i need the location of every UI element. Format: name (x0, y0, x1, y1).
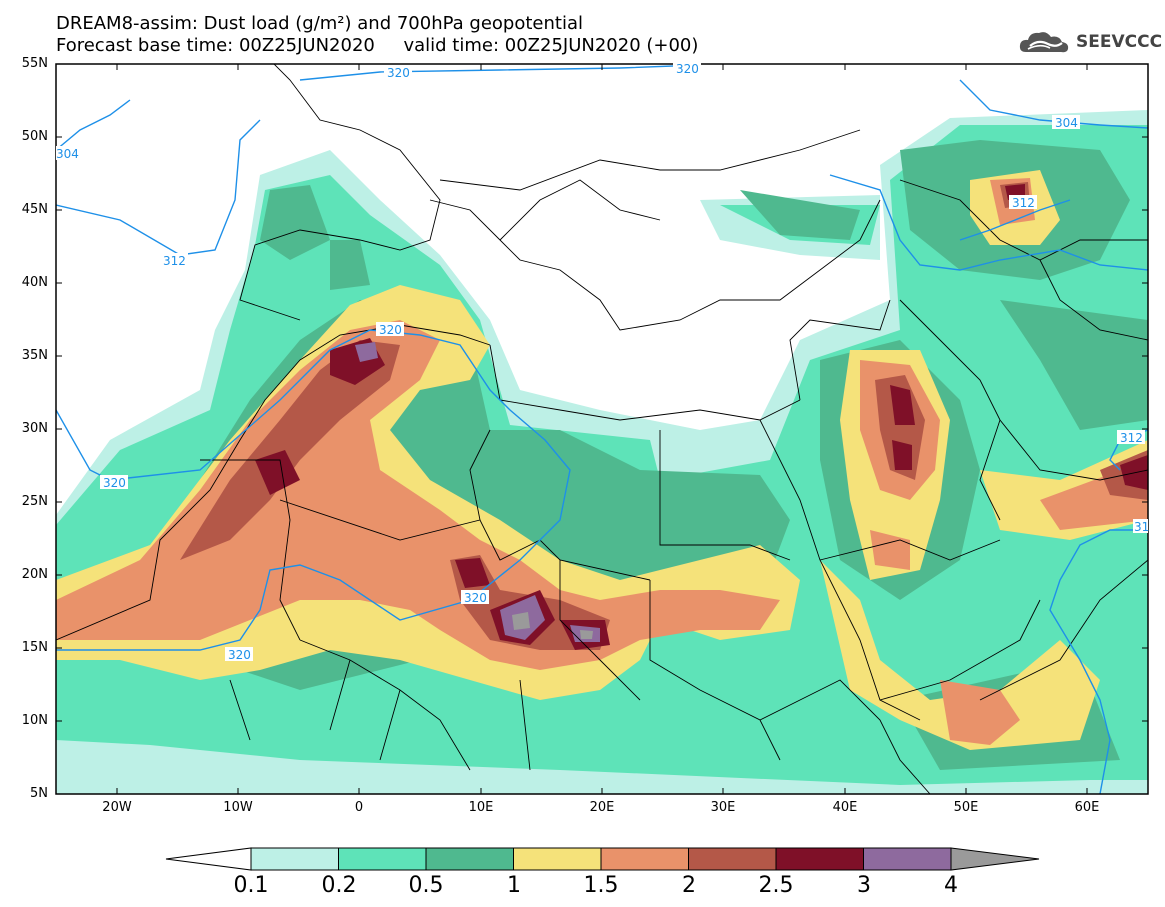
lon-label: 50E (953, 800, 979, 815)
logo-text: SEEVCCC (1076, 32, 1163, 52)
lat-label: 15N (21, 640, 48, 655)
colorbar-segment (688, 847, 777, 871)
dust-level-4 (512, 612, 593, 639)
lon-label: 40E (832, 800, 858, 815)
colorbar-over-arrow (950, 847, 1040, 871)
contour-labels: 320 320 304 312 320 320 320 312 320 312 … (56, 61, 1149, 662)
colorbar-segment (425, 847, 514, 871)
colorbar-segment (513, 847, 602, 871)
colorbar-segment (775, 847, 864, 871)
lon-label: 20W (102, 800, 132, 815)
contour-label: 320 (228, 648, 251, 662)
geopotential-contours (56, 64, 1148, 794)
axis-ticks (56, 63, 1148, 795)
lat-label: 55N (21, 56, 48, 71)
lat-label: 40N (21, 275, 48, 290)
lat-label: 45N (21, 202, 48, 217)
lon-label: 0 (354, 800, 364, 815)
colorbar-label: 4 (944, 873, 958, 898)
colorbar-under-arrow (165, 847, 252, 871)
map-title-line2: Forecast base time: 00Z25JUN2020 valid t… (56, 35, 699, 56)
colorbar-label: 1.5 (583, 873, 619, 898)
colorbar-label: 0.2 (321, 873, 357, 898)
contour-label: 312 (1120, 431, 1143, 445)
contour-label: 320 (103, 476, 126, 490)
lon-label: 30E (710, 800, 736, 815)
dust-shading (56, 110, 1148, 794)
cloud-icon (1019, 32, 1069, 53)
contour-label: 312 (1012, 196, 1035, 210)
map-title-line1: DREAM8-assim: Dust load (g/m²) and 700hP… (56, 13, 583, 34)
contour-label: 320 (379, 323, 402, 337)
colorbar-label: 2.5 (758, 873, 794, 898)
colorbar (165, 847, 1040, 871)
colorbar-label: 3 (857, 873, 871, 898)
lon-label: 20E (589, 800, 615, 815)
colorbar-label: 2 (682, 873, 696, 898)
lon-label: 60E (1074, 800, 1100, 815)
colorbar-segment (600, 847, 689, 871)
colorbar-label: 0.1 (233, 873, 269, 898)
lat-label: 30N (21, 421, 48, 436)
colorbar-segment (863, 847, 952, 871)
contour-label: 304 (56, 147, 79, 161)
colorbar-label: 0.5 (408, 873, 444, 898)
contour-label: 31 (1134, 520, 1149, 534)
seevccc-logo: SEEVCCC (1018, 28, 1162, 56)
lat-label: 25N (21, 494, 48, 509)
contour-label: 320 (464, 591, 487, 605)
lat-label: 20N (21, 567, 48, 582)
colorbar-label: 1 (507, 873, 521, 898)
colorbar-segment (338, 847, 427, 871)
lat-label: 10N (21, 713, 48, 728)
lon-label: 10E (468, 800, 494, 815)
contour-label: 304 (1055, 116, 1078, 130)
colorbar-segment (250, 847, 339, 871)
contour-label: 320 (387, 66, 410, 80)
lon-label: 10W (223, 800, 253, 815)
contour-label: 320 (676, 62, 699, 76)
lat-label: 5N (30, 786, 48, 801)
country-borders (56, 64, 1148, 794)
lat-label: 35N (21, 348, 48, 363)
lat-label: 50N (21, 129, 48, 144)
contour-label: 312 (163, 254, 186, 268)
